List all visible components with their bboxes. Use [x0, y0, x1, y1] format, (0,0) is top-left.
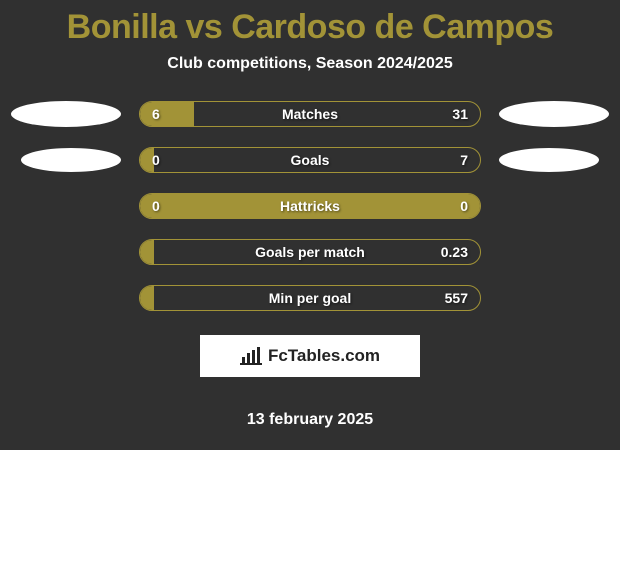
player-left-ellipse	[21, 148, 121, 172]
stat-row: 0 Goals 7	[0, 147, 620, 173]
page-title: Bonilla vs Cardoso de Campos	[0, 8, 620, 47]
stat-left-value: 0	[152, 198, 160, 214]
player-right-ellipse	[499, 101, 609, 127]
stat-row: Goals per match 0.23	[0, 239, 620, 265]
stat-bar-labels: 0 Goals 7	[140, 148, 480, 172]
stat-label: Min per goal	[269, 290, 351, 306]
stats-list: 6 Matches 31 0 Goals 7	[0, 101, 620, 429]
stat-bar-labels: Min per goal 557	[140, 286, 480, 310]
stat-right-value: 557	[445, 290, 468, 306]
player-left-ellipse	[11, 101, 121, 127]
stat-bar: Min per goal 557	[139, 285, 481, 311]
stat-bar-labels: 0 Hattricks 0	[140, 194, 480, 218]
stat-right-value: 0	[460, 198, 468, 214]
stat-row: 0 Hattricks 0	[0, 193, 620, 219]
stat-label: Hattricks	[280, 198, 340, 214]
stat-right-value: 31	[452, 106, 468, 122]
comparison-panel: Bonilla vs Cardoso de Campos Club compet…	[0, 0, 620, 450]
stat-row: 6 Matches 31	[0, 101, 620, 127]
stat-bar: 6 Matches 31	[139, 101, 481, 127]
stat-label: Matches	[282, 106, 338, 122]
stat-left-value: 0	[152, 152, 160, 168]
stat-bar: Goals per match 0.23	[139, 239, 481, 265]
brand-box[interactable]: FcTables.com	[200, 335, 420, 377]
stat-right-value: 7	[460, 152, 468, 168]
date-label: 13 february 2025	[247, 411, 373, 429]
player-right-ellipse	[499, 148, 599, 172]
stat-bar: 0 Hattricks 0	[139, 193, 481, 219]
brand-label: FcTables.com	[268, 346, 380, 366]
stat-row: Min per goal 557	[0, 285, 620, 311]
stat-bar-labels: Goals per match 0.23	[140, 240, 480, 264]
stat-label: Goals	[291, 152, 330, 168]
stat-right-value: 0.23	[441, 244, 468, 260]
stat-label: Goals per match	[255, 244, 365, 260]
page-subtitle: Club competitions, Season 2024/2025	[0, 55, 620, 73]
stat-left-value: 6	[152, 106, 160, 122]
stat-bar-labels: 6 Matches 31	[140, 102, 480, 126]
stat-bar: 0 Goals 7	[139, 147, 481, 173]
chart-icon	[240, 347, 262, 365]
